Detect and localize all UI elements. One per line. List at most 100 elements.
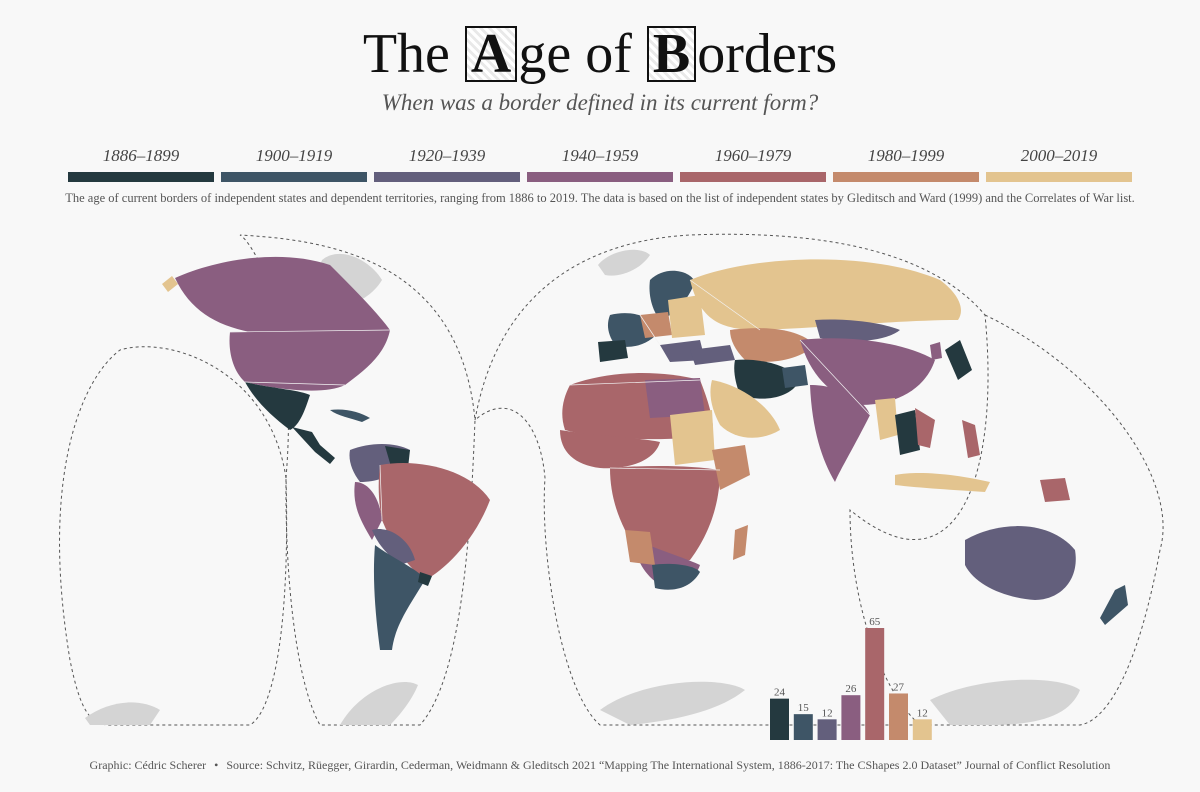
footer-source: Source: Schvitz, Rüegger, Girardin, Cede… [226,758,1111,772]
page-subtitle: When was a border defined in its current… [381,90,819,115]
indonesia [895,472,990,492]
footer-bullet: • [214,758,219,772]
footer-graphic-credit: Graphic: Cédric Scherer [89,758,207,772]
cuba [330,409,370,422]
iberia [598,340,628,362]
canada [175,256,390,342]
horn-of-africa [712,445,750,490]
bar-1980–1999 [889,693,908,740]
sudan [670,410,715,465]
bar-value-label: 12 [822,707,833,719]
legend-item-1940-1959: 1940–1959 [527,146,673,182]
eastern-europe [668,295,705,338]
antarctica-east-2 [930,679,1080,725]
argentina-chile [373,545,425,650]
legend-item-1886-1899: 1886–1899 [68,146,214,182]
legend-swatch [68,172,214,182]
peru [354,482,382,540]
philippines [962,420,980,458]
bar-value-label: 65 [869,616,881,628]
central-america [292,427,335,464]
title-ornate-capital-b: B [646,26,697,82]
mongolia [815,319,900,342]
description-text: The age of current borders of independen… [65,191,1135,205]
title-text-1: The [362,23,464,85]
alaska [162,276,178,292]
legend-item-1900-1919: 1900–1919 [221,146,367,182]
antarctica-west [85,702,160,725]
central-asia [730,328,815,362]
turkey-caucasus [690,345,735,365]
map-outline-west [59,346,288,726]
legend-item-2000-2019: 2000–2019 [986,146,1132,182]
legend-label: 1920–1939 [408,146,486,165]
papua [1040,478,1070,502]
new-zealand [1100,585,1128,625]
legend-swatch [833,172,979,182]
bar-value-label: 26 [845,683,857,695]
arabia [710,380,780,438]
bars-group [770,628,932,740]
bar-chart: 24 15 12 26 65 27 12 [770,616,932,740]
legend-item-1980-1999: 1980–1999 [833,146,979,182]
legend-swatch [374,172,520,182]
central-europe [640,312,672,338]
korea [930,342,942,360]
map-outline-west-2 [239,234,476,726]
egypt-libya [645,378,705,418]
legend-swatch [986,172,1132,182]
angola [625,530,655,565]
legend-swatch [680,172,826,182]
bar-1960–1979 [865,628,885,740]
bar-value-label: 12 [917,707,928,719]
legend-item-1920-1939: 1920–1939 [374,146,520,182]
vietnam [915,408,935,448]
antarctica-mid [340,681,418,725]
bar-value-label: 15 [798,702,810,714]
japan-korea [945,340,972,380]
antarctica-east-1 [600,681,745,725]
title-text-3: orders [697,23,838,85]
bar-labels-group: 24 15 12 26 65 27 12 [774,616,928,719]
bar-value-label: 27 [893,681,905,693]
bar-1920–1939 [817,719,837,740]
legend-item-1960-1979: 1960–1979 [680,146,826,182]
mexico [245,382,310,430]
arctic-islands [598,249,650,276]
title-text-2: ge of [518,23,646,85]
bar-value-label: 24 [774,687,786,699]
madagascar [733,525,748,560]
afghanistan [782,365,808,388]
title-ornate-capital-a: A [464,26,518,82]
australia [965,526,1076,600]
indochina [895,410,920,455]
bar-2000–2019 [912,719,932,740]
myanmar-thailand [875,398,898,440]
world-map [59,233,1164,726]
legend-label: 1900–1919 [255,146,333,165]
united-states [229,330,390,391]
legend-swatch [527,172,673,182]
legend-label: 1940–1959 [561,146,639,165]
bar-1900–1919 [793,714,813,740]
west-africa [560,430,660,469]
map-outline-east-2 [920,314,1164,726]
bar-1940–1959 [841,695,861,740]
legend-label: 1886–1899 [102,146,180,165]
legend: 1886–1899 1900–1919 1920–1939 1940–1959 … [68,146,1132,182]
legend-label: 2000–2019 [1020,146,1098,165]
scandinavia [649,270,695,320]
russia [690,259,961,330]
country-borders [229,279,871,521]
central-africa [610,465,720,561]
legend-label: 1960–1979 [714,146,792,165]
uruguay [418,572,432,586]
south-africa [652,563,700,590]
footer: Graphic: Cédric Scherer • Source: Schvitz,… [0,758,1200,773]
bolivia-paraguay [372,529,415,565]
india [810,385,870,482]
legend-swatch [221,172,367,182]
bar-1886–1899 [770,698,789,740]
